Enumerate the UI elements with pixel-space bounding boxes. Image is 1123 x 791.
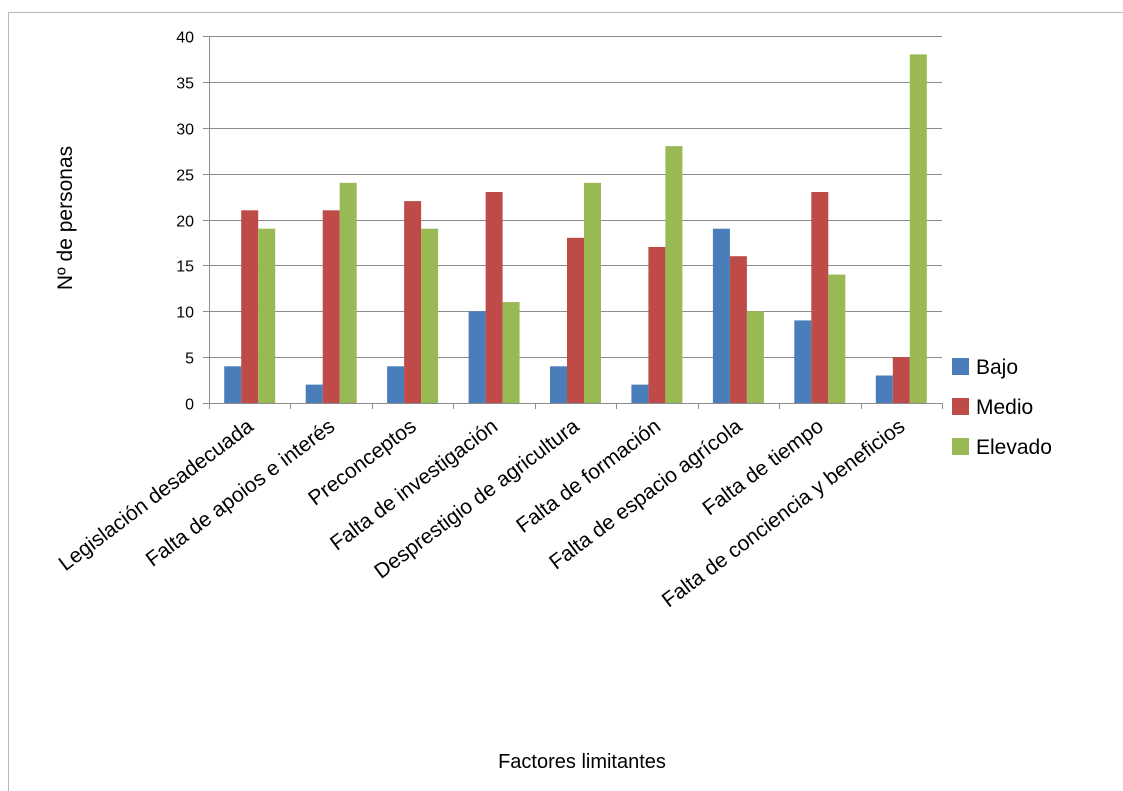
bar-medio: [892, 357, 910, 403]
y-axis-title: Nº de personas: [54, 146, 77, 290]
y-axis: 0 5 10 15 20 25 30 35 40: [176, 30, 210, 414]
bar-medio: [729, 256, 747, 403]
bar-bajo: [550, 366, 567, 403]
bar-bajo: [712, 228, 730, 403]
bar-bajo: [468, 311, 486, 404]
legend: Bajo Medio Elevado: [952, 356, 1052, 459]
chart-border: [8, 12, 1123, 791]
bar-elevado: [746, 311, 764, 404]
legend-swatch-bajo: [952, 358, 969, 375]
x-axis-title: Factores limitantes: [498, 751, 666, 773]
legend-label-medio: Medio: [976, 396, 1033, 419]
y-tick-label: 15: [176, 259, 194, 276]
y-tick-label: 10: [176, 305, 194, 322]
bars: [224, 54, 927, 404]
bar-elevado: [258, 228, 276, 403]
bar-bajo: [224, 366, 242, 403]
bar-bajo: [305, 384, 323, 403]
bar-medio: [241, 210, 259, 403]
bar-bajo: [875, 375, 893, 403]
bar-medio: [322, 210, 340, 403]
y-tick-label: 20: [176, 214, 194, 231]
legend-label-elevado: Elevado: [976, 436, 1052, 459]
bar-elevado: [584, 182, 601, 403]
bar-medio: [485, 192, 503, 403]
bar-medio: [811, 192, 829, 403]
legend-swatch-elevado: [952, 438, 969, 455]
bar-elevado: [909, 54, 927, 404]
bar-bajo: [631, 384, 649, 403]
bar-medio: [648, 247, 666, 403]
bar-medio: [567, 237, 584, 403]
bar-elevado: [828, 274, 846, 403]
y-tick-label: 0: [185, 397, 194, 414]
legend-swatch-medio: [952, 398, 969, 415]
bar-bajo: [794, 320, 812, 403]
y-tick-label: 40: [176, 30, 194, 47]
bar-elevado: [421, 228, 439, 403]
y-tick-label: 35: [176, 76, 194, 93]
legend-label-bajo: Bajo: [976, 356, 1018, 379]
bar-medio: [404, 201, 422, 403]
bar-elevado: [502, 302, 520, 403]
y-tick-label: 5: [185, 351, 194, 368]
bar-elevado: [665, 146, 683, 403]
bar-elevado: [339, 182, 357, 403]
y-tick-label: 30: [176, 122, 194, 139]
x-axis: [209, 403, 943, 409]
y-tick-label: 25: [176, 168, 194, 185]
bar-bajo: [387, 366, 405, 403]
